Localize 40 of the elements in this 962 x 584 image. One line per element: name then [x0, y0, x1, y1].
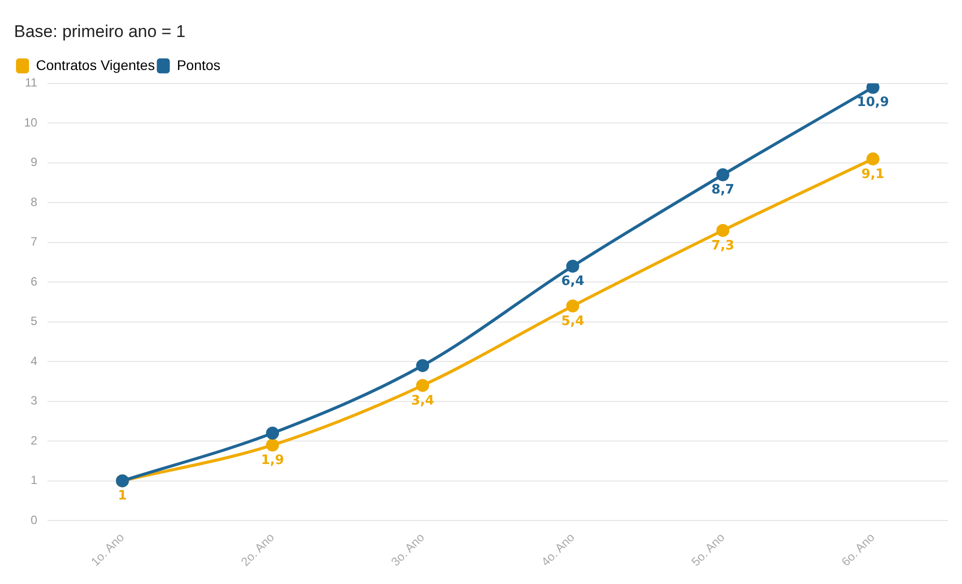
data-label: 9,1	[861, 166, 884, 182]
point	[866, 152, 880, 166]
y-tick-label: 8	[30, 194, 38, 209]
point	[266, 426, 280, 440]
y-tick-label: 0	[30, 512, 38, 527]
point	[416, 359, 430, 372]
legend-label: Contratos Vigentes	[36, 56, 155, 73]
point	[416, 378, 430, 392]
point	[866, 83, 880, 94]
legend-label: Pontos	[176, 56, 220, 73]
y-tick-label: 1	[30, 473, 38, 488]
chart-subtitle: Base: primeiro ano = 1	[14, 22, 186, 41]
y-tick-label: 6	[30, 274, 38, 288]
data-label: 8,7	[711, 182, 734, 198]
data-label: 1	[118, 488, 127, 504]
point	[266, 438, 280, 452]
y-tick-label: 5	[30, 314, 38, 328]
point	[566, 299, 580, 312]
point	[716, 224, 730, 237]
data-label: 6,4	[561, 274, 584, 290]
x-tick-label: 3o. Ano	[388, 530, 428, 569]
y-tick-label: 9	[30, 155, 38, 170]
x-tick-label: 2o. Ano	[238, 530, 278, 569]
data-label: 10,9	[856, 95, 889, 110]
x-tick-label: 5o. Ano	[688, 530, 728, 569]
data-label: 3,4	[411, 393, 434, 408]
y-tick-label: 2	[30, 433, 38, 448]
x-tick-label: 4o. Ano	[538, 530, 578, 569]
point	[566, 260, 580, 273]
y-tick-label: 3	[30, 394, 38, 408]
data-label: 7,3	[711, 238, 734, 254]
y-tick-label: 10	[24, 115, 38, 130]
data-label: 1,9	[260, 452, 284, 468]
y-tick-label: 11	[24, 76, 38, 90]
x-tick-label: 1o. Ano	[88, 530, 128, 569]
data-label: 5,4	[561, 314, 584, 329]
x-tick-label: 6o. Ano	[838, 530, 878, 569]
y-tick-label: 4	[30, 354, 38, 368]
point	[716, 168, 730, 182]
y-tick-label: 7	[30, 234, 38, 249]
